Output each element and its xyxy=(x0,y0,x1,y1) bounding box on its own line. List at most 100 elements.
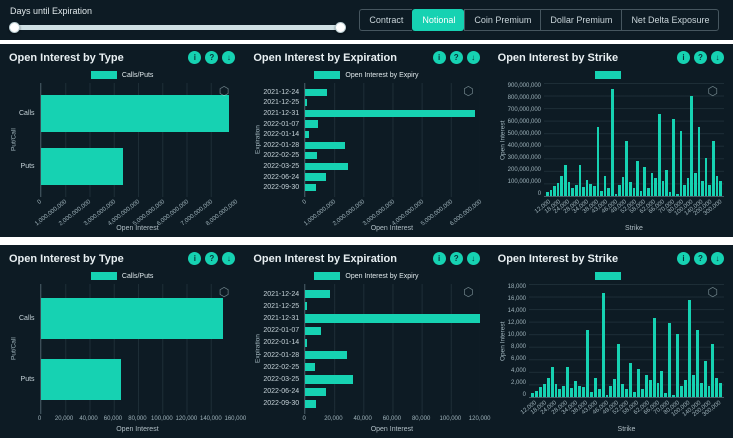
bar[interactable] xyxy=(621,383,625,397)
info-icon[interactable]: i xyxy=(432,51,446,64)
bar[interactable] xyxy=(600,190,603,196)
bar[interactable] xyxy=(636,160,639,196)
bar[interactable] xyxy=(621,177,625,196)
help-icon[interactable]: ? xyxy=(693,51,707,64)
bar[interactable] xyxy=(542,384,546,397)
bar[interactable] xyxy=(607,188,610,196)
bar[interactable] xyxy=(613,378,617,397)
bar[interactable] xyxy=(562,386,566,397)
view-button-net-delta-exposure[interactable]: Net Delta Exposure xyxy=(621,9,720,31)
bar[interactable] xyxy=(305,88,327,96)
bar[interactable] xyxy=(680,386,683,397)
bar[interactable] xyxy=(582,187,585,196)
bar[interactable] xyxy=(704,158,708,196)
legend[interactable]: Open Interest by Expiry xyxy=(253,270,479,282)
bar[interactable] xyxy=(654,178,657,196)
bar[interactable] xyxy=(632,188,636,196)
view-button-coin-premium[interactable]: Coin Premium xyxy=(464,9,541,31)
bar[interactable] xyxy=(305,338,308,348)
bar[interactable] xyxy=(694,173,697,196)
bar[interactable] xyxy=(647,188,650,196)
bar[interactable] xyxy=(676,333,680,397)
bar[interactable] xyxy=(549,189,553,196)
help-icon[interactable]: ? xyxy=(693,252,707,265)
download-icon[interactable]: ↓ xyxy=(466,51,480,64)
bar[interactable] xyxy=(564,164,567,196)
help-icon[interactable]: ? xyxy=(449,252,463,265)
bar[interactable] xyxy=(629,363,632,397)
bar[interactable] xyxy=(574,381,578,397)
bar[interactable] xyxy=(589,391,593,397)
legend[interactable] xyxy=(498,270,724,282)
bar[interactable] xyxy=(683,380,687,397)
bar[interactable] xyxy=(40,358,121,401)
bar[interactable] xyxy=(593,377,597,397)
bar[interactable] xyxy=(665,169,668,196)
bar[interactable] xyxy=(305,350,348,360)
bar[interactable] xyxy=(712,140,715,196)
info-icon[interactable]: i xyxy=(188,252,202,265)
bar[interactable] xyxy=(699,382,703,397)
bar[interactable] xyxy=(625,140,629,196)
help-icon[interactable]: ? xyxy=(449,51,463,64)
bar[interactable] xyxy=(574,184,578,196)
bar[interactable] xyxy=(618,184,621,196)
bar[interactable] xyxy=(305,99,307,107)
bar[interactable] xyxy=(305,152,317,160)
help-icon[interactable]: ? xyxy=(205,51,219,64)
bar[interactable] xyxy=(643,167,647,196)
bar[interactable] xyxy=(558,389,562,397)
bar[interactable] xyxy=(648,380,652,397)
bar[interactable] xyxy=(715,175,719,196)
bar[interactable] xyxy=(625,389,629,397)
slider-track[interactable] xyxy=(10,25,346,30)
bar[interactable] xyxy=(664,393,668,397)
bar[interactable] xyxy=(531,393,534,397)
slider-handle-max[interactable] xyxy=(335,22,347,33)
bar[interactable] xyxy=(560,175,564,196)
bar[interactable] xyxy=(578,385,581,397)
bar[interactable] xyxy=(605,394,609,397)
info-icon[interactable]: i xyxy=(676,51,690,64)
bar[interactable] xyxy=(546,377,550,397)
bar[interactable] xyxy=(546,192,549,196)
bar[interactable] xyxy=(719,382,723,397)
bar[interactable] xyxy=(305,289,330,299)
legend[interactable]: Calls/Puts xyxy=(9,270,235,282)
bar[interactable] xyxy=(668,322,672,397)
bar[interactable] xyxy=(538,386,542,397)
bar[interactable] xyxy=(691,375,695,397)
info-icon[interactable]: i xyxy=(676,252,690,265)
info-icon[interactable]: i xyxy=(188,51,202,64)
bar[interactable] xyxy=(553,185,556,196)
view-button-dollar-premium[interactable]: Dollar Premium xyxy=(540,9,622,31)
slider-handle-min[interactable] xyxy=(9,22,20,33)
bar[interactable] xyxy=(570,388,574,397)
bar[interactable] xyxy=(703,360,707,397)
bar[interactable] xyxy=(690,95,694,196)
bar[interactable] xyxy=(305,141,345,149)
legend[interactable]: Calls/Puts xyxy=(9,69,235,81)
legend[interactable]: Open Interest by Expiry xyxy=(253,69,479,81)
bar[interactable] xyxy=(675,193,679,196)
download-icon[interactable]: ↓ xyxy=(466,252,480,265)
bar[interactable] xyxy=(708,184,712,196)
bar[interactable] xyxy=(614,193,618,196)
info-icon[interactable]: i xyxy=(432,252,446,265)
bar[interactable] xyxy=(679,130,683,196)
bar[interactable] xyxy=(609,386,613,397)
download-icon[interactable]: ↓ xyxy=(710,51,724,64)
bar[interactable] xyxy=(683,184,686,196)
bar[interactable] xyxy=(567,182,571,196)
bar[interactable] xyxy=(305,399,316,409)
bar[interactable] xyxy=(305,173,326,181)
bar[interactable] xyxy=(305,184,317,192)
bar[interactable] xyxy=(632,391,636,397)
days-until-expiration-slider[interactable] xyxy=(9,21,347,34)
bar[interactable] xyxy=(644,375,648,397)
bar[interactable] xyxy=(661,180,665,196)
view-button-contract[interactable]: Contract xyxy=(359,9,413,31)
bar[interactable] xyxy=(719,180,722,196)
bar[interactable] xyxy=(660,371,664,397)
bar[interactable] xyxy=(601,293,605,397)
